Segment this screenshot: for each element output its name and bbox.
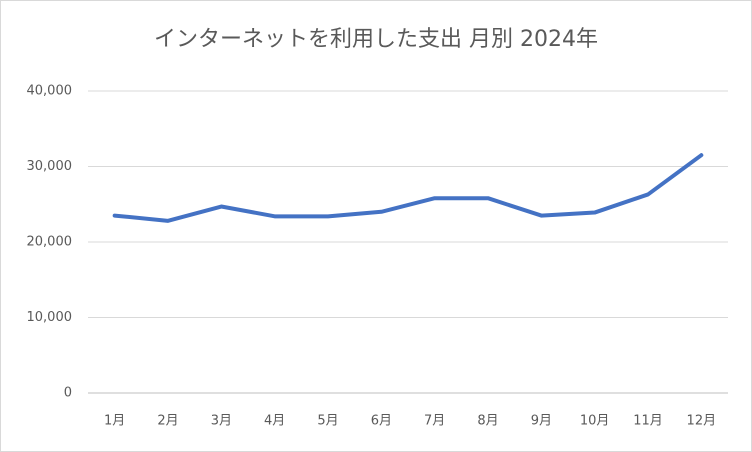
x-tick-label: 1月	[104, 414, 125, 429]
y-tick-label: 30,000	[27, 159, 73, 174]
x-tick-label: 11月	[633, 414, 663, 429]
y-tick-label: 10,000	[27, 310, 73, 325]
x-tick-label: 3月	[211, 414, 232, 429]
x-tick-label: 7月	[424, 414, 445, 429]
data-line	[112, 153, 704, 223]
x-tick-label: 2月	[157, 414, 178, 429]
x-tick-label: 10月	[580, 414, 610, 429]
chart-title: インターネットを利用した支出 月別 2024年	[154, 27, 598, 52]
x-tick-label: 8月	[477, 414, 498, 429]
x-tick-label: 5月	[317, 414, 338, 429]
x-tick-label: 4月	[264, 414, 285, 429]
y-tick-label: 0	[64, 386, 72, 401]
x-tick-label: 12月	[687, 414, 717, 429]
y-tick-label: 20,000	[27, 235, 73, 250]
x-tick-label: 6月	[371, 414, 392, 429]
y-tick-label: 40,000	[27, 84, 73, 99]
x-tick-label: 9月	[531, 414, 552, 429]
